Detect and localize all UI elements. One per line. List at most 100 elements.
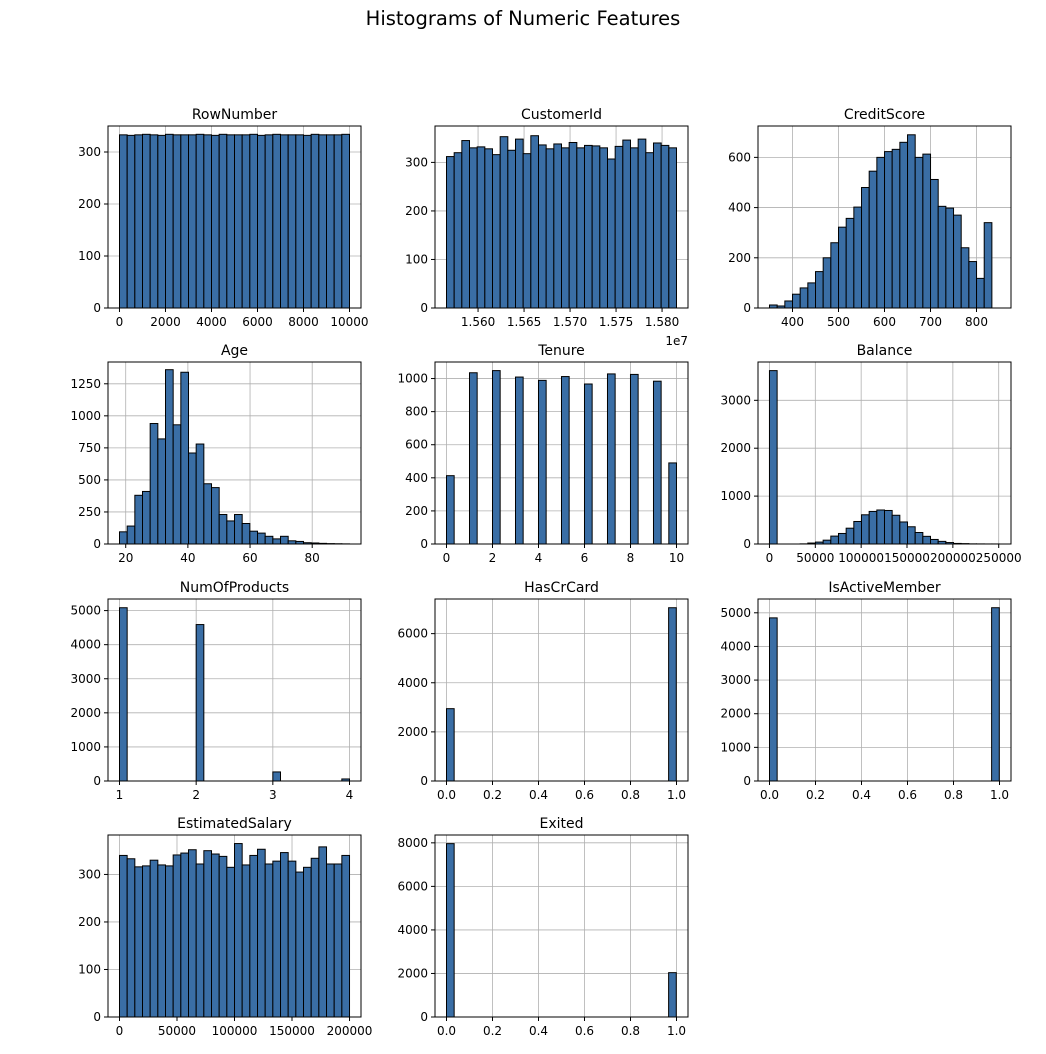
axes-frame — [434, 125, 689, 309]
histogram-bar — [226, 866, 236, 1018]
subplot-title: IsActiveMember — [828, 580, 941, 596]
histogram-bar — [172, 424, 182, 545]
histogram-bar — [272, 771, 282, 782]
histogram-bar — [234, 134, 243, 309]
histogram-bar — [302, 134, 312, 309]
histogram-bar — [142, 133, 151, 309]
y-tick-label: 5000 — [720, 606, 751, 620]
histogram-bar — [272, 860, 282, 1018]
histogram-bar — [622, 139, 631, 309]
subplot-title: Age — [221, 343, 248, 359]
histogram-bar — [287, 860, 297, 1018]
histogram-bar — [822, 539, 832, 545]
histogram-bar — [218, 133, 228, 309]
histogram-bar — [126, 134, 136, 309]
histogram-bar — [157, 134, 167, 309]
histogram-bar — [226, 520, 236, 545]
y-tick-label: 0 — [743, 301, 751, 315]
histogram-bar — [165, 133, 174, 309]
x-tick-label: 100000 — [838, 551, 884, 565]
subplot-customerid: CustomerId 1.560 1.565 1.570 1.575 1.580 0 100 2… — [405, 107, 689, 348]
histogram-bar — [134, 134, 144, 309]
x-tick-label: 0.2 — [483, 1024, 502, 1038]
y-tick-label: 0 — [420, 1010, 428, 1024]
histogram-bar — [157, 864, 167, 1018]
x-tick-label: 800 — [965, 315, 988, 329]
histogram-bar — [211, 134, 220, 309]
subplot-title: HasCrCard — [524, 580, 599, 596]
y-tick-label: 600 — [728, 150, 751, 164]
histogram-bar — [945, 207, 955, 309]
y-tick-label: 200 — [405, 204, 428, 218]
histogram-bar — [218, 855, 228, 1018]
subplot-numofproducts: NumOfProducts 1 2 3 4 0 1000 2000 3000 4000 5000 — [70, 580, 362, 802]
histogram-bar — [815, 271, 824, 309]
histogram-bar — [907, 526, 916, 545]
histogram-bar — [180, 371, 190, 545]
histogram-bar — [157, 438, 167, 545]
histogram-bar — [149, 423, 159, 545]
x-tick-label: 1.565 — [507, 315, 541, 329]
x-tick-label: 0.4 — [529, 788, 548, 802]
histogram-bar — [118, 854, 128, 1018]
x-tick-label: 1.0 — [667, 1024, 686, 1038]
subplot-age: Age 20 40 60 80 0 250 500 750 1000 1250 — [70, 343, 362, 565]
x-tick-label: 700 — [919, 315, 942, 329]
axes-frame — [434, 361, 689, 545]
y-tick-label: 0 — [743, 537, 751, 551]
y-tick-label: 1000 — [720, 740, 751, 754]
histogram-bar — [537, 144, 547, 309]
y-tick-label: 0 — [420, 774, 428, 788]
histogram-bar — [211, 853, 220, 1018]
axes-frame — [757, 598, 1012, 782]
x-tick-label: 0.8 — [944, 788, 963, 802]
histogram-bar — [180, 852, 190, 1018]
histogram-bar — [537, 379, 547, 545]
histogram-bar — [287, 134, 297, 309]
histogram-bar — [591, 145, 601, 309]
histogram-bar — [637, 138, 647, 309]
subplot-title: CreditScore — [844, 107, 925, 123]
x-tick-label: 1.580 — [645, 315, 679, 329]
axes-frame — [434, 598, 689, 782]
histogram-bar — [310, 857, 320, 1018]
x-tick-label: 4 — [346, 788, 354, 802]
x-tick-label: 1.0 — [990, 788, 1009, 802]
x-tick-label: 0.8 — [621, 788, 640, 802]
histogram-bar — [837, 532, 847, 545]
histogram-bar — [568, 142, 578, 309]
histogram-bar — [257, 848, 266, 1018]
histogram-bar — [241, 134, 251, 309]
y-tick-label: 0 — [743, 774, 751, 788]
histogram-bar — [522, 153, 532, 309]
histogram-bar — [279, 134, 289, 309]
histogram-bar — [883, 509, 893, 545]
subplot-tenure: Tenure 0 2 4 6 8 10 0 200 400 600 800 1000 — [397, 343, 689, 565]
histogram-bar — [507, 149, 516, 309]
y-tick-label: 750 — [78, 441, 101, 455]
histogram-bar — [652, 380, 662, 545]
x-tick-label: 0.6 — [575, 788, 594, 802]
histogram-bar — [264, 535, 274, 545]
histogram-bar — [469, 147, 478, 309]
x-tick-label: 1.560 — [461, 315, 495, 329]
histogram-bar — [822, 257, 832, 309]
x-tick-label: 1 — [116, 788, 124, 802]
axes-frame — [434, 834, 689, 1018]
figure-title: Histograms of Numeric Features — [365, 7, 681, 30]
x-tick-label: 600 — [873, 315, 896, 329]
histogram-bar — [668, 607, 677, 782]
x-tick-label: 0 — [116, 1024, 124, 1038]
x-tick-label: 0.2 — [806, 788, 825, 802]
histogram-bar — [560, 147, 570, 309]
histogram-bar — [899, 141, 909, 309]
histogram-bar — [645, 152, 654, 309]
histogram-bar — [119, 607, 128, 782]
histogram-bar — [937, 205, 947, 309]
histogram-bar — [446, 475, 455, 545]
histogram-bar — [142, 865, 151, 1018]
subplot-title: RowNumber — [192, 107, 278, 123]
histogram-bar — [960, 247, 970, 309]
subplot-title: Balance — [857, 343, 913, 359]
y-tick-label: 3000 — [70, 672, 101, 686]
